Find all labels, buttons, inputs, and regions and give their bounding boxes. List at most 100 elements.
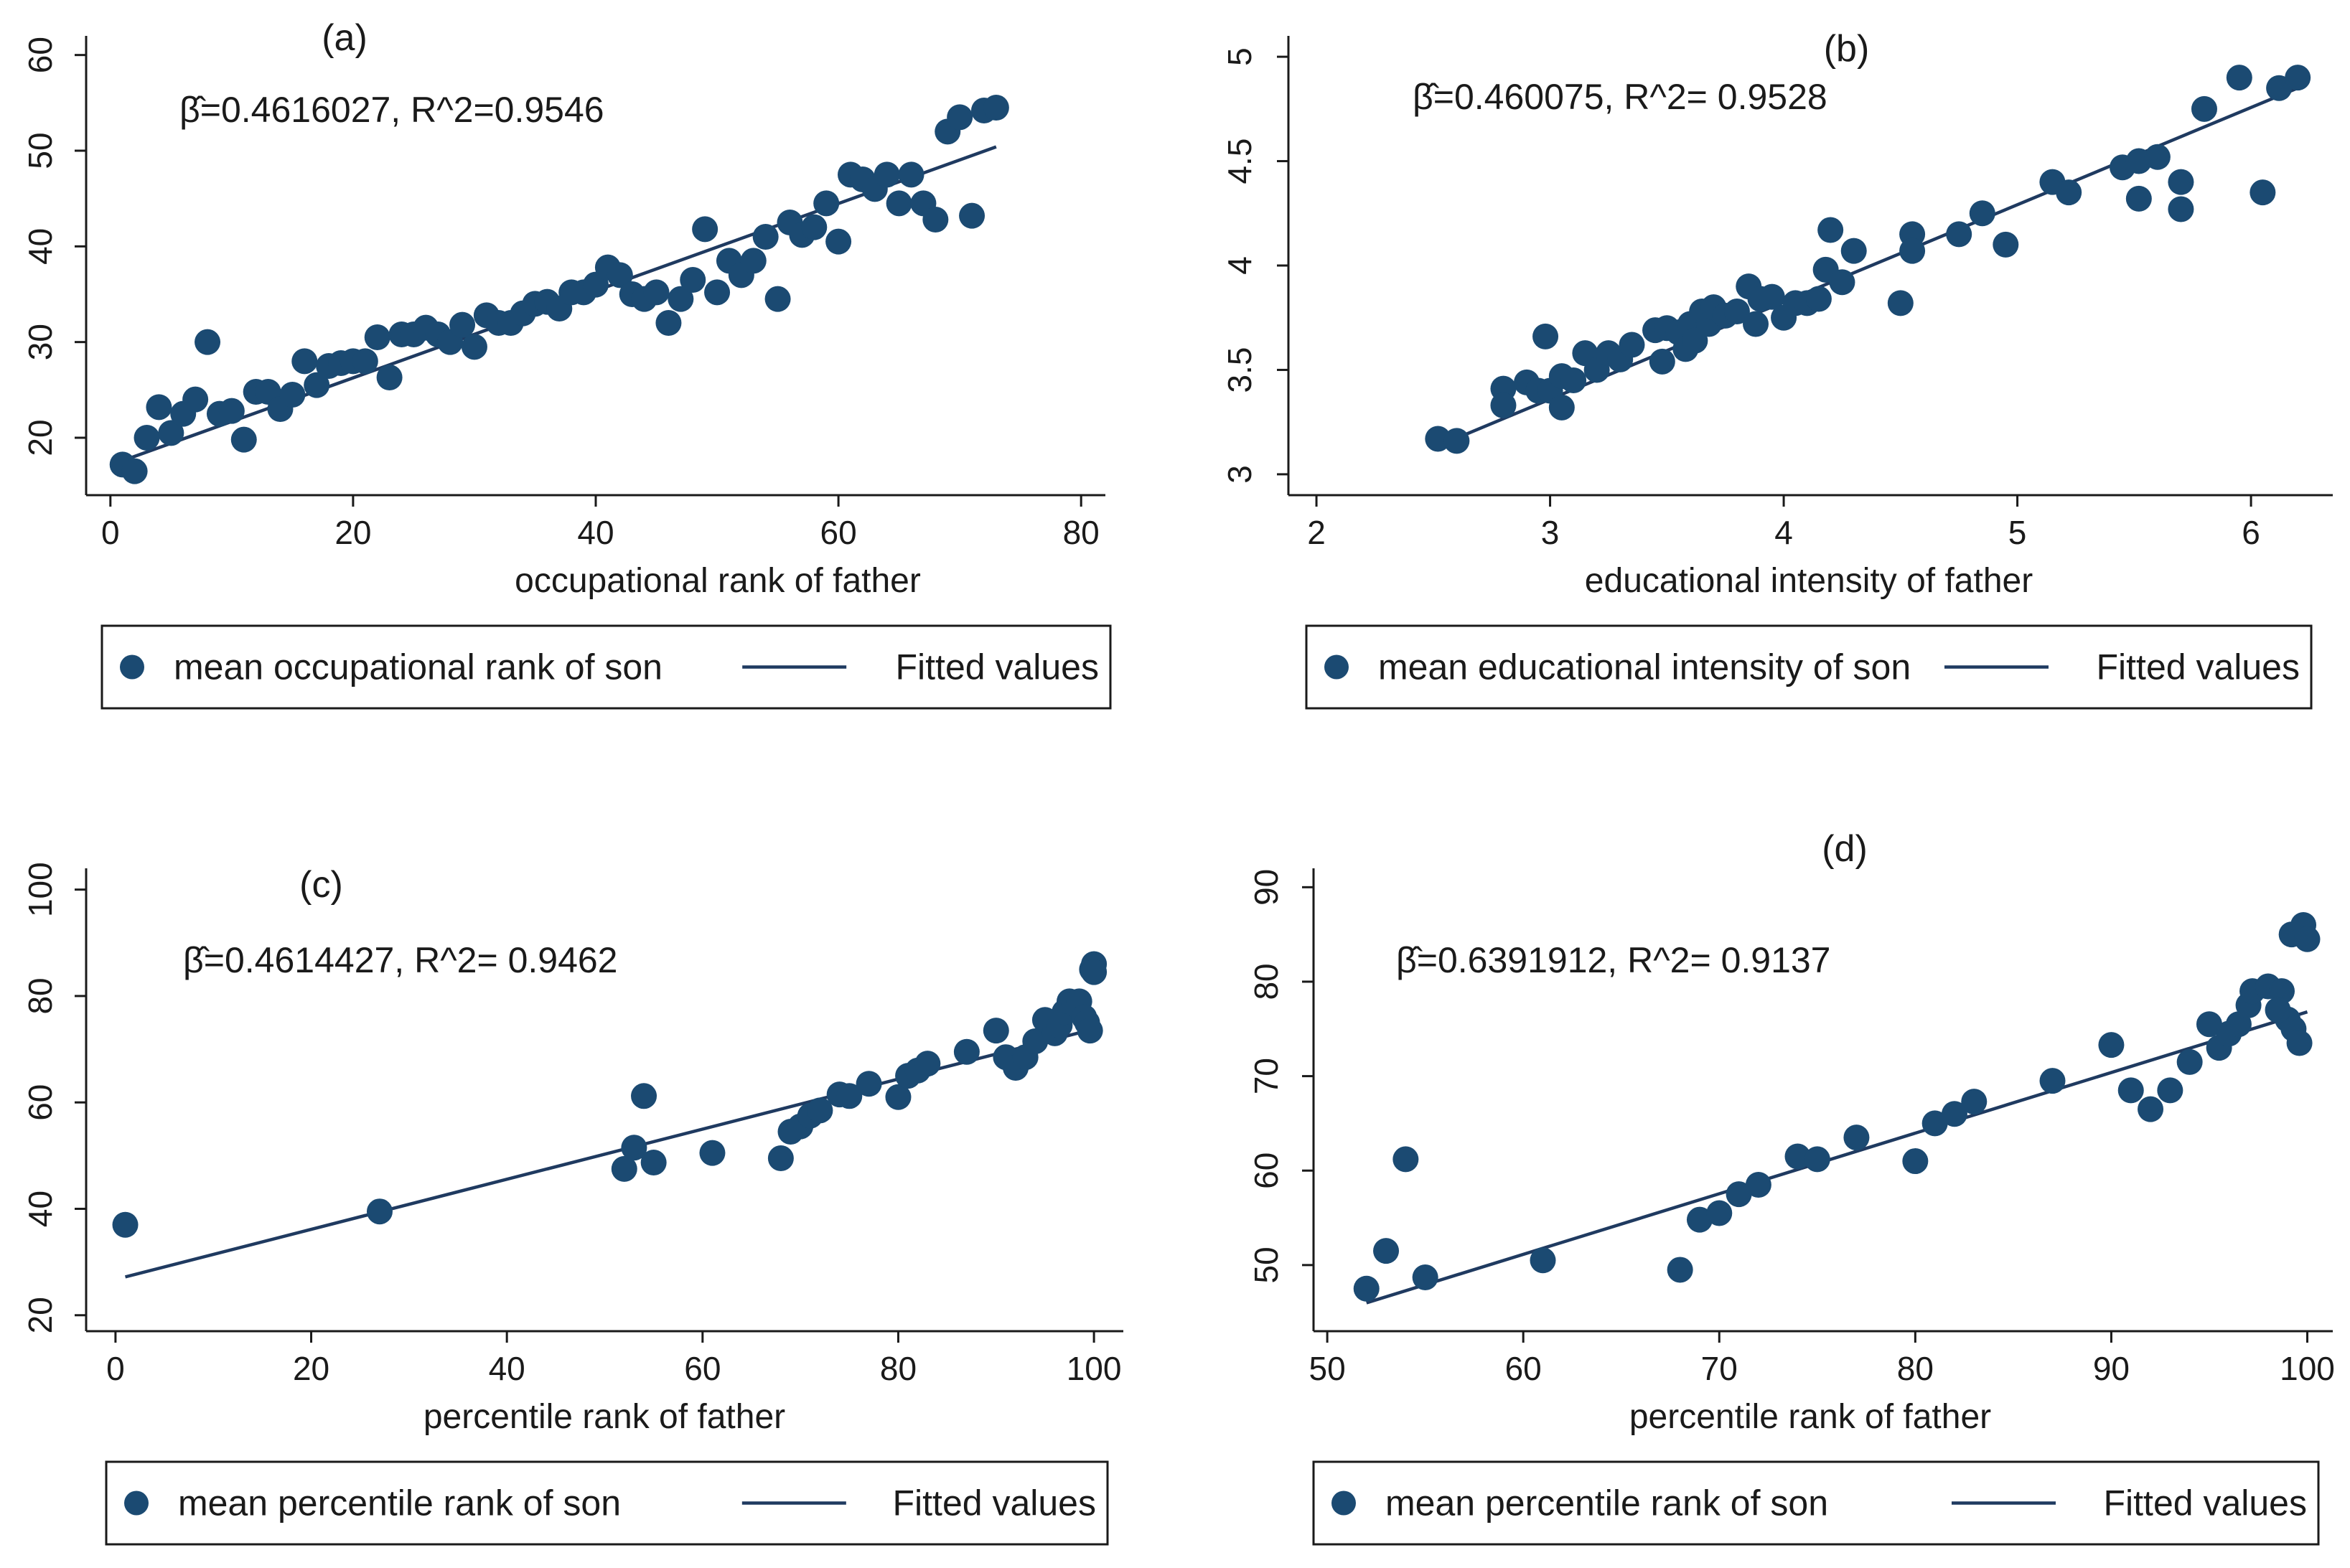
legend-label-points: mean educational intensity of son — [1378, 647, 1911, 687]
x-tick-label: 40 — [577, 514, 614, 551]
data-point — [1969, 200, 1995, 227]
data-point — [643, 279, 670, 306]
y-tick-label: 4 — [1221, 256, 1258, 275]
x-tick-label: 90 — [2093, 1350, 2130, 1387]
y-tick-label: 20 — [22, 419, 59, 456]
legend-marker-points — [1331, 1490, 1356, 1516]
data-point — [2157, 1077, 2183, 1104]
data-point — [2226, 65, 2252, 91]
data-point — [2250, 179, 2276, 206]
data-point — [1726, 1181, 1752, 1208]
y-tick-label: 90 — [1247, 869, 1285, 906]
data-point — [2168, 169, 2194, 195]
data-point — [1817, 217, 1844, 243]
panel-title: (a) — [322, 17, 368, 59]
data-point — [631, 1083, 657, 1109]
data-point — [1921, 1110, 1948, 1137]
data-point — [1077, 1018, 1103, 1044]
x-tick-label: 100 — [2280, 1350, 2335, 1387]
data-point — [1353, 1275, 1380, 1302]
legend-label-points: mean percentile rank of son — [1385, 1483, 1828, 1524]
regression-annotation: β̂=0.4616027, R^2=0.9546 — [179, 90, 604, 130]
data-point — [914, 1051, 941, 1077]
y-tick-label: 40 — [22, 228, 59, 265]
data-point — [2196, 1011, 2222, 1038]
data-point — [376, 365, 403, 390]
x-tick-label: 20 — [334, 514, 371, 551]
data-point — [2168, 196, 2194, 222]
data-point — [1843, 1125, 1870, 1151]
legend-label-fit: Fitted values — [2097, 647, 2300, 687]
data-point — [1961, 1089, 1988, 1115]
legend: mean percentile rank of son Fitted values — [105, 1460, 1109, 1546]
data-point — [1619, 332, 1645, 358]
data-point — [182, 386, 209, 413]
data-point — [801, 214, 828, 240]
y-tick-label: 4.5 — [1221, 139, 1258, 184]
chart-panel-3: 0 20 40 60 80 100 20 40 60 80 100 (c) β̂=0.4614427, … — [22, 862, 1123, 1546]
data-point — [1425, 426, 1451, 452]
x-tick-label: 80 — [1897, 1350, 1934, 1387]
data-point — [2125, 185, 2152, 212]
x-tick-label: 60 — [820, 514, 857, 551]
data-point — [461, 334, 487, 360]
data-point — [983, 95, 1009, 121]
data-point — [836, 1083, 863, 1109]
legend-marker-points — [120, 654, 144, 680]
data-point — [1759, 283, 1785, 310]
x-axis-label: occupational rank of father — [515, 562, 921, 600]
data-point — [959, 202, 986, 229]
data-point — [279, 382, 306, 408]
data-point — [121, 458, 148, 484]
data-point — [1784, 1143, 1811, 1170]
panel-title: (b) — [1824, 28, 1870, 70]
legend-marker-points — [124, 1490, 149, 1516]
y-tick-label: 100 — [22, 862, 59, 917]
data-point — [640, 1149, 667, 1175]
data-point — [2176, 1048, 2203, 1075]
y-tick-label: 80 — [22, 977, 59, 1014]
data-point — [1532, 323, 1559, 349]
legend-box — [1305, 624, 2313, 710]
data-point — [2285, 65, 2311, 91]
data-point — [352, 348, 378, 375]
data-point — [922, 207, 949, 233]
x-axis-label: educational intensity of father — [1585, 562, 2033, 600]
data-point — [813, 190, 840, 217]
data-point — [134, 425, 160, 451]
x-tick-label: 60 — [684, 1350, 721, 1387]
legend-label-fit: Fitted values — [893, 1483, 1096, 1524]
data-point — [1373, 1238, 1400, 1264]
data-point — [2294, 926, 2321, 952]
data-point — [304, 372, 330, 398]
data-point — [898, 161, 924, 188]
legend-label-fit: Fitted values — [896, 647, 1099, 687]
y-tick-label: 80 — [1247, 963, 1285, 1000]
x-tick-label: 80 — [1063, 514, 1100, 551]
y-tick-label: 60 — [22, 37, 59, 73]
data-point — [655, 310, 682, 336]
data-point — [1899, 238, 1926, 264]
data-point — [1723, 299, 1750, 324]
data-point — [1560, 367, 1587, 393]
data-point — [291, 348, 318, 375]
data-point — [2265, 997, 2291, 1023]
legend-box — [105, 1460, 1109, 1546]
legend-box — [1312, 1460, 2320, 1546]
data-point — [752, 224, 779, 250]
data-point — [449, 311, 476, 338]
data-point — [947, 104, 973, 131]
legend-label-points: mean occupational rank of son — [174, 647, 663, 687]
x-tick-label: 5 — [2008, 514, 2027, 551]
fitted-values-line — [124, 1027, 1095, 1279]
panel-title: (d) — [1822, 828, 1868, 870]
data-point — [2138, 1096, 2164, 1122]
legend-label-fit: Fitted values — [2104, 1483, 2307, 1524]
data-point — [611, 1155, 637, 1182]
fitted-values-line — [1366, 1010, 2308, 1305]
x-tick-label: 0 — [106, 1350, 125, 1387]
x-tick-label: 70 — [1701, 1350, 1738, 1387]
y-tick-label: 60 — [22, 1084, 59, 1121]
data-point — [1941, 1101, 1967, 1127]
legend-box — [100, 624, 1112, 710]
